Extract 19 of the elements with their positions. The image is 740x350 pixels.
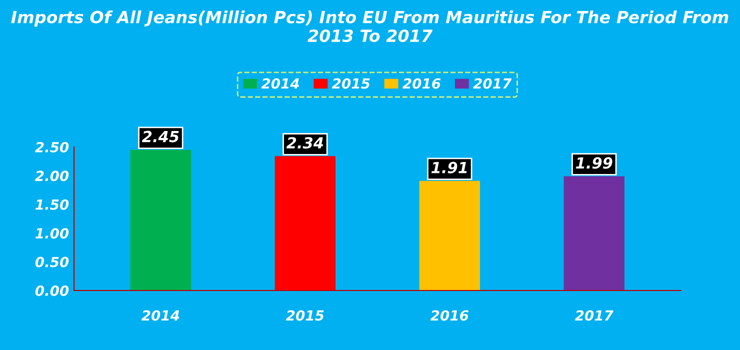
legend-label: 2016 bbox=[402, 78, 441, 89]
data-label: 1.99 bbox=[576, 157, 612, 169]
x-tick-label: 2016 bbox=[430, 310, 468, 321]
y-tick-label: 1.00 bbox=[35, 228, 69, 239]
x-tick-label: 2017 bbox=[574, 310, 614, 321]
y-tick-label: 0.50 bbox=[35, 256, 69, 268]
legend-label: 2017 bbox=[473, 78, 512, 89]
y-tick-label: 2.00 bbox=[34, 170, 69, 182]
legend-label: 2014 bbox=[261, 78, 300, 89]
chart-title: Imports Of All Jeans(Million Pcs) Into EU From Mauritius For The Period From 2013 To 2017 bbox=[11, 10, 728, 42]
y-tick-label: 2.50 bbox=[34, 142, 69, 152]
data-label: 2.45 bbox=[142, 130, 179, 142]
legend-label: 2015 bbox=[332, 78, 370, 89]
y-tick-label: 0.00 bbox=[35, 285, 69, 296]
data-label: 2.34 bbox=[286, 137, 324, 149]
x-tick-label: 2014 bbox=[141, 310, 180, 321]
x-tick-label: 2015 bbox=[286, 310, 324, 321]
data-label: 1.91 bbox=[431, 162, 467, 174]
y-tick-label: 1.50 bbox=[35, 199, 69, 210]
